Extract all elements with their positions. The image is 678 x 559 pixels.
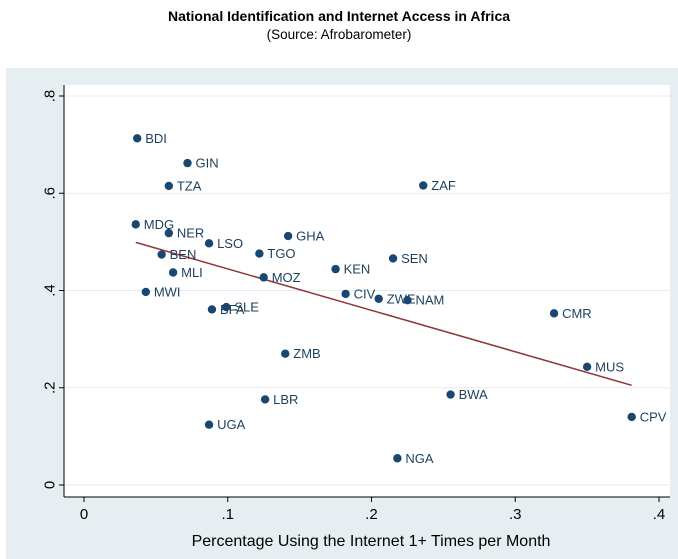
- point-label-nga: NGA: [405, 451, 434, 466]
- data-point-bwa: [446, 390, 455, 399]
- data-point-lbr: [260, 395, 270, 404]
- data-point-cpv: [627, 412, 636, 422]
- point-label-mli: MLI: [181, 265, 203, 280]
- point-label-lbr: LBR: [273, 392, 298, 407]
- point-label-mwi: MWI: [154, 284, 181, 299]
- data-point-ken: [331, 264, 340, 274]
- data-point-ben: [157, 250, 166, 259]
- y-tick-label: .6: [42, 187, 59, 200]
- x-tick-label: .2: [365, 506, 378, 523]
- point-label-uga: UGA: [217, 417, 246, 432]
- grid-lines: [64, 95, 670, 486]
- x-tick-label: .4: [653, 506, 666, 523]
- data-point-cmr: [549, 309, 559, 318]
- point-label-mdg: MDG: [144, 217, 174, 232]
- x-tick-label: 0: [80, 506, 88, 523]
- point-label-bwa: BWA: [459, 387, 488, 402]
- point-label-ben: BEN: [170, 247, 197, 262]
- data-point-zmb: [281, 349, 290, 358]
- point-label-gin: GIN: [196, 156, 219, 171]
- data-point-gin: [183, 158, 192, 168]
- data-point-tza: [164, 181, 174, 191]
- point-label-tgo: TGO: [267, 246, 295, 261]
- x-tick-label: .1: [221, 506, 234, 523]
- point-label-zaf: ZAF: [431, 178, 456, 193]
- point-label-moz: MOZ: [272, 270, 301, 285]
- x-tick-label: .3: [509, 506, 522, 523]
- x-axis-label: Percentage Using the Internet 1+ Times p…: [192, 533, 551, 550]
- data-point-zaf: [419, 181, 428, 190]
- data-point-zwe: [374, 294, 383, 303]
- data-point-nam: [403, 296, 412, 305]
- data-point-nga: [393, 454, 402, 463]
- data-point-mus: [582, 362, 592, 372]
- point-label-mus: MUS: [595, 359, 624, 374]
- fit-line-group: [135, 241, 632, 387]
- data-point-ner: [164, 228, 174, 238]
- data-point-mdg: [131, 220, 140, 229]
- point-label-zwe: ZWE: [387, 291, 416, 306]
- data-point-bfa: [207, 305, 217, 314]
- point-label-tza: TZA: [177, 178, 202, 193]
- point-label-lso: LSO: [217, 236, 243, 251]
- y-tick-label: .4: [42, 284, 59, 297]
- data-point-moz: [259, 273, 268, 282]
- point-label-cpv: CPV: [640, 409, 667, 424]
- y-tick-label: .8: [42, 90, 59, 103]
- data-point-sen: [388, 254, 398, 263]
- point-label-ken: KEN: [344, 262, 371, 277]
- point-label-gha: GHA: [296, 229, 325, 244]
- axis-ticks: 0 .2 .4 .6 .8 0 .1 .2 .3 .4: [42, 90, 666, 523]
- data-point-tgo: [255, 249, 264, 258]
- data-point-bdi: [132, 134, 142, 143]
- point-label-bdi: BDI: [145, 131, 167, 146]
- y-tick-label: 0: [42, 481, 59, 489]
- point-label-sle: SLE: [234, 300, 259, 315]
- data-point-lso: [204, 239, 214, 248]
- point-label-nam: NAM: [415, 293, 444, 308]
- fit-line: [135, 241, 632, 387]
- chart-title: National Identification and Internet Acc…: [167, 8, 511, 24]
- chart-subtitle: (Source: Afrobarometer): [266, 27, 412, 42]
- y-tick-label: .2: [42, 381, 59, 394]
- point-label-ner: NER: [177, 226, 204, 241]
- data-point-mwi: [141, 287, 151, 297]
- point-label-cmr: CMR: [562, 306, 592, 321]
- data-point-uga: [204, 420, 214, 429]
- data-point-sle: [222, 302, 231, 312]
- point-label-civ: CIV: [354, 286, 376, 301]
- data-point-gha: [283, 231, 293, 241]
- point-label-zmb: ZMB: [293, 346, 320, 361]
- point-label-bfa: BFA: [220, 302, 245, 317]
- data-point-civ: [341, 289, 350, 299]
- data-point-mli: [168, 268, 178, 277]
- point-label-sen: SEN: [401, 251, 428, 266]
